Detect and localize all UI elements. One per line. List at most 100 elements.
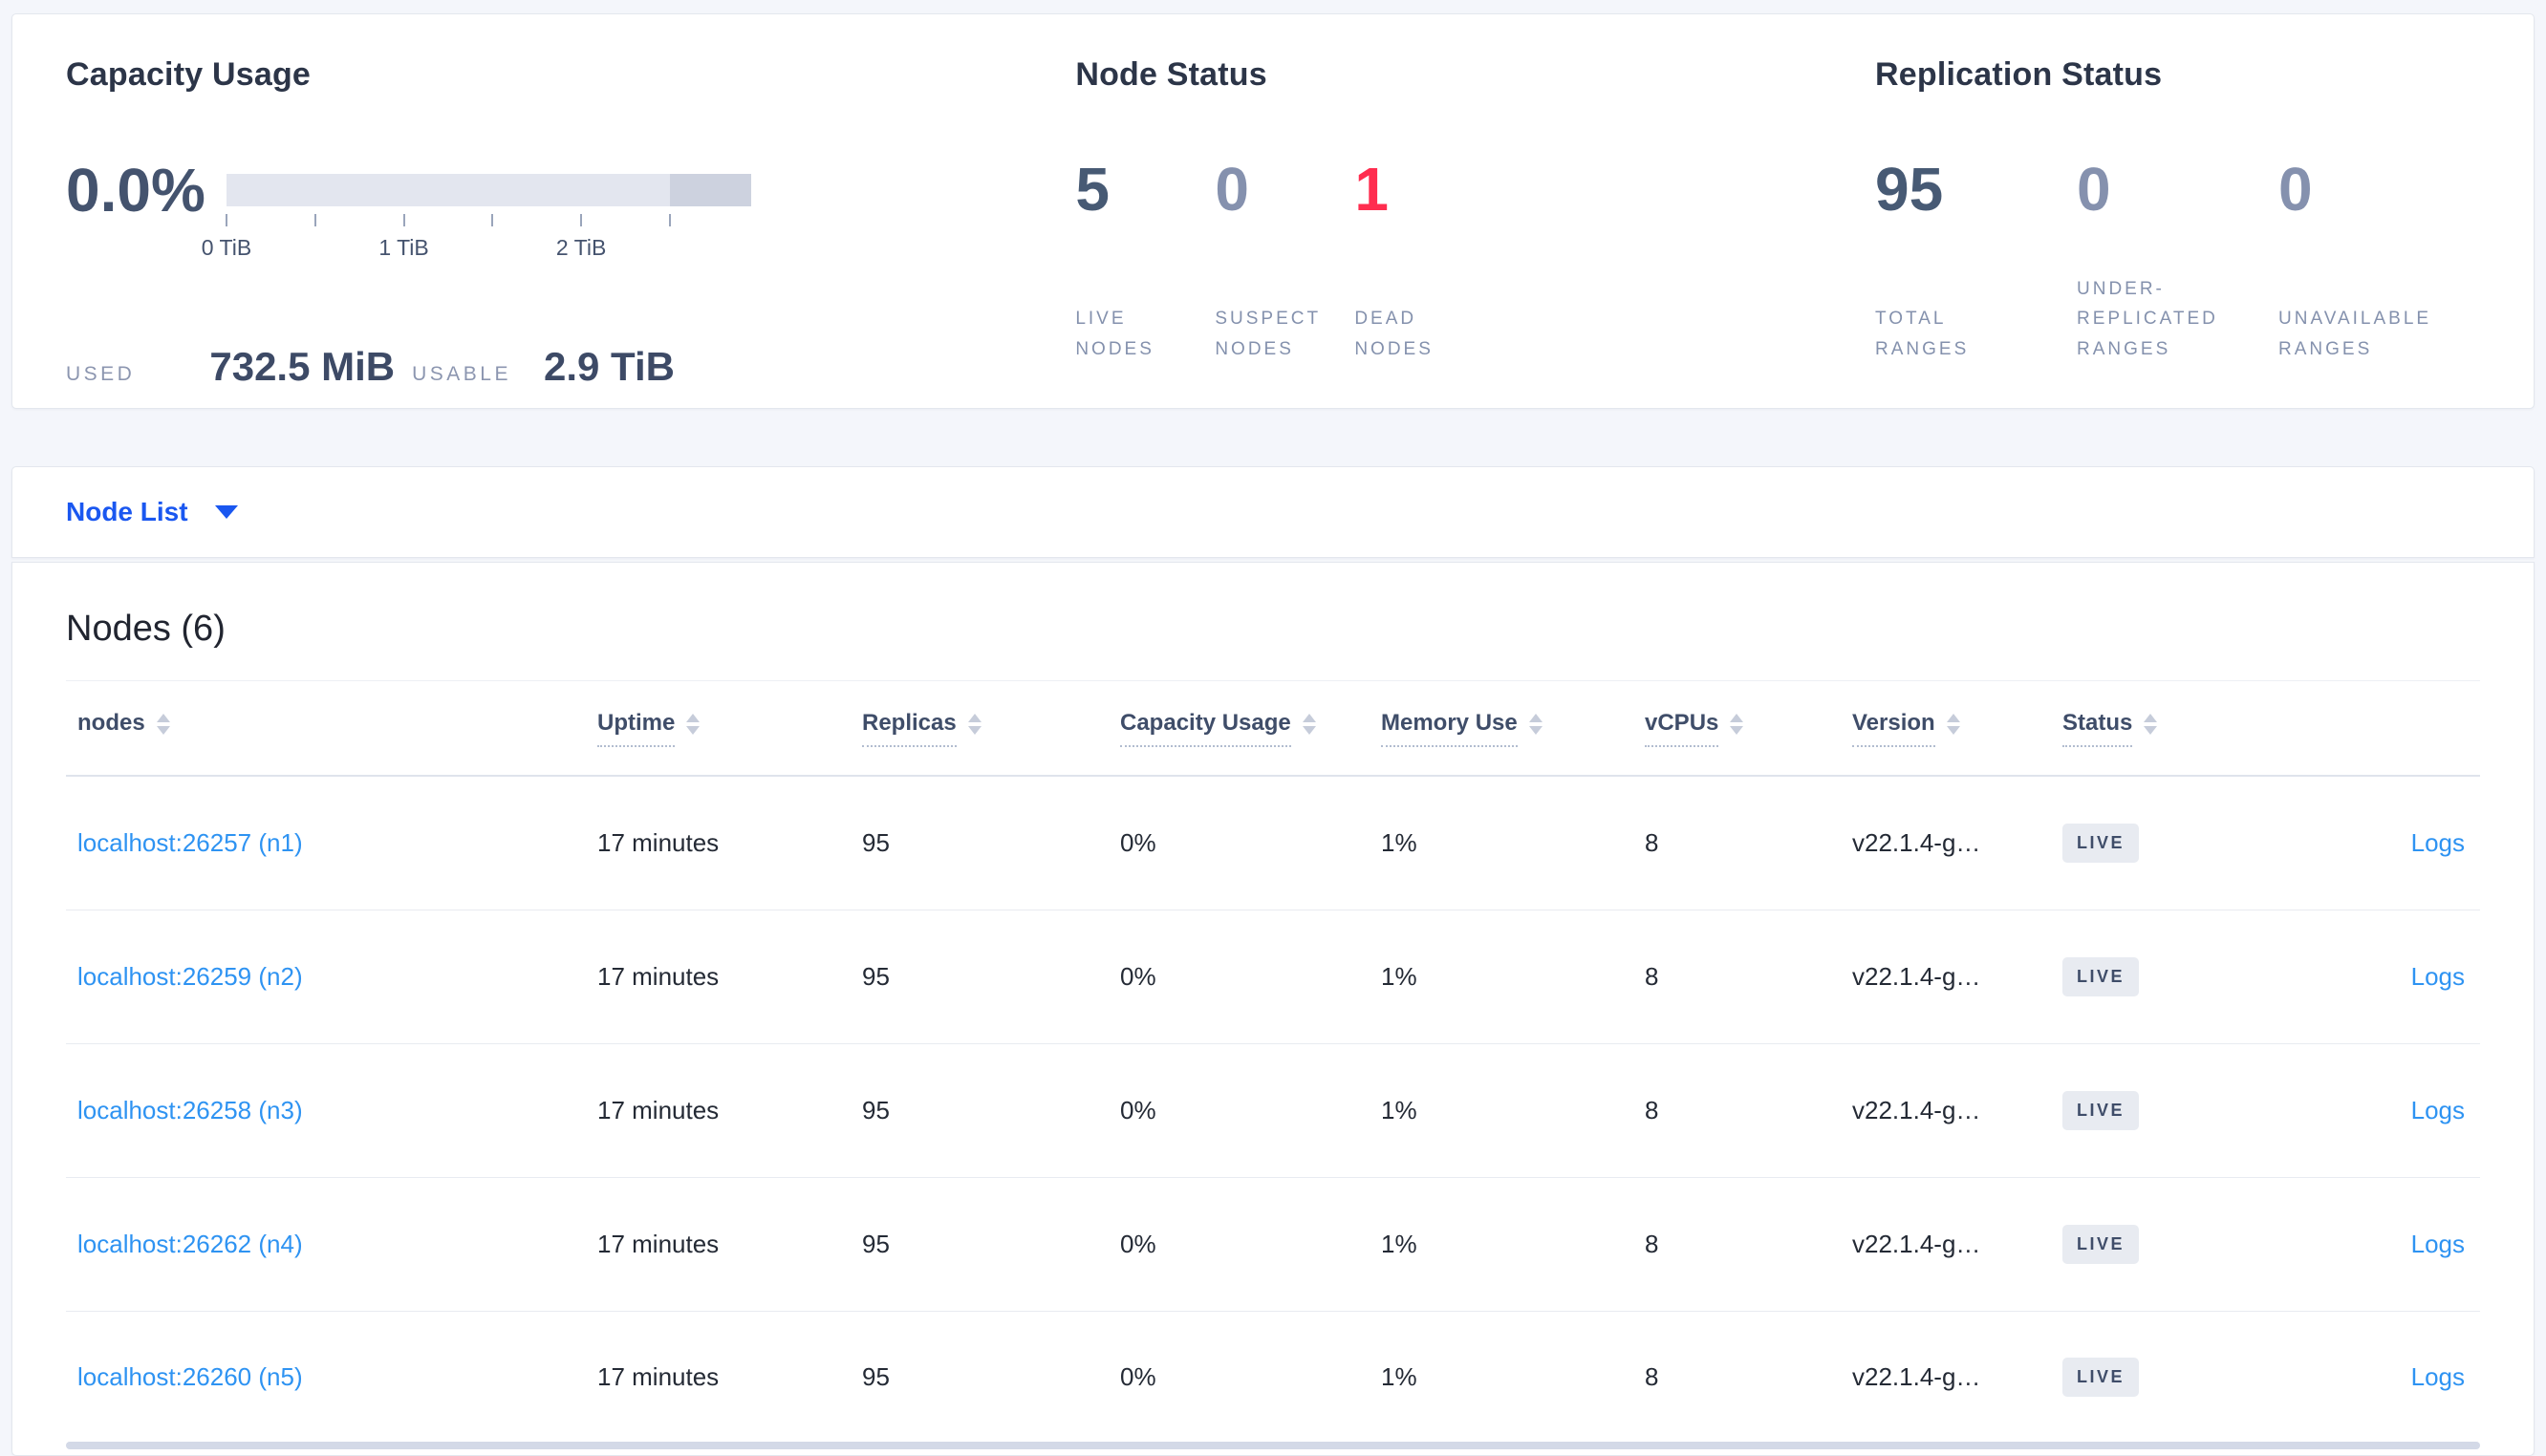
capacity-usage-cell: 0%	[1120, 1096, 1156, 1124]
stat-label: UNDER- REPLICATED RANGES	[2077, 278, 2218, 359]
stat-column: 5 LIVE NODES	[1075, 159, 1199, 364]
axis-tick-label: 1 TiB	[378, 235, 429, 260]
table-row: localhost:26259 (n2) 17 minutes 95 0% 1% 8 v22…	[66, 910, 2480, 1044]
stat-value: 0	[2278, 155, 2313, 224]
capacity-bar-usable-segment	[227, 174, 670, 206]
column-header-label: Version	[1852, 710, 1935, 747]
status-cell: LIVE	[2062, 824, 2301, 863]
version-cell: v22.1.4-g…	[1852, 828, 1981, 857]
table-row: localhost:26262 (n4) 17 minutes 95 0% 1% 8 v22…	[66, 1178, 2480, 1312]
status-badge: LIVE	[2062, 1225, 2140, 1264]
capacity-percent-value: 0.0%	[66, 156, 205, 225]
node-link[interactable]: localhost:26257 (n1)	[77, 828, 303, 857]
column-header-capacity-usage[interactable]: Capacity Usage	[1120, 710, 1381, 747]
column-header-version[interactable]: Version	[1852, 710, 2062, 747]
table-body: localhost:26257 (n1) 17 minutes 95 0% 1% 8 v22…	[66, 777, 2480, 1442]
usable-value: 2.9 TiB	[544, 344, 675, 389]
nodes-heading: Nodes (6)	[66, 609, 226, 649]
stat-value: 95	[1875, 155, 1944, 224]
uptime-cell: 17 minutes	[597, 828, 720, 857]
used-value: 732.5 MiB	[209, 344, 396, 389]
memory-use-cell: 1%	[1381, 1361, 1417, 1391]
vcpus-cell: 8	[1645, 828, 1659, 857]
capacity-bar-chart: 0 TiB 1 TiB 2 TiB	[202, 174, 751, 260]
sort-icon	[156, 714, 170, 735]
node-cell: localhost:26258 (n3)	[66, 1096, 597, 1125]
used-label: USED	[66, 363, 136, 385]
heading-divider	[66, 680, 2480, 681]
sort-icon	[1730, 714, 1744, 735]
column-header-uptime[interactable]: Uptime	[597, 710, 862, 747]
replicas-cell: 95	[862, 962, 890, 991]
column-header-label: Replicas	[862, 710, 957, 747]
status-cell: LIVE	[2062, 1091, 2301, 1130]
capacity-bar-reserved-segment	[669, 174, 751, 206]
memory-use-cell: 1%	[1381, 962, 1417, 991]
uptime-cell: 17 minutes	[597, 962, 720, 991]
logs-link[interactable]: Logs	[2410, 1361, 2465, 1391]
node-status-stats: 5 LIVE NODES 0 SUSPECT NODES 1 DEAD NODES	[1075, 159, 1875, 364]
capacity-gauge: 0.0% 0 TiB 1 TiB 2 TiB	[66, 156, 1075, 260]
axis-tick-mark	[668, 214, 671, 226]
node-link[interactable]: localhost:26260 (n5)	[77, 1361, 303, 1391]
logs-cell: Logs	[2301, 1096, 2480, 1125]
uptime-cell: 17 minutes	[597, 1230, 720, 1258]
logs-cell: Logs	[2301, 828, 2480, 858]
sort-icon	[967, 714, 982, 735]
sort-icon	[1528, 714, 1543, 735]
column-header-nodes[interactable]: nodes	[66, 710, 597, 747]
memory-use-cell: 1%	[1381, 1230, 1417, 1258]
logs-link[interactable]: Logs	[2410, 1096, 2465, 1124]
status-badge: LIVE	[2062, 824, 2140, 863]
vcpus-cell: 8	[1645, 962, 1659, 991]
view-selector-dropdown[interactable]: Node List	[66, 497, 238, 527]
logs-link[interactable]: Logs	[2410, 828, 2465, 857]
node-cell: localhost:26260 (n5)	[66, 1362, 597, 1392]
stat-label: DEAD NODES	[1354, 309, 1434, 359]
column-header-vcpus[interactable]: vCPUs	[1645, 710, 1852, 747]
view-selector-card: Node List	[11, 466, 2535, 558]
node-link[interactable]: localhost:26259 (n2)	[77, 962, 303, 991]
capacity-usage-cell: 0%	[1120, 828, 1156, 857]
node-status-section: Node Status 5 LIVE NODES 0 SUSPECT NODES 1 DE…	[1075, 56, 1875, 364]
column-header-replicas[interactable]: Replicas	[862, 710, 1120, 747]
capacity-usage-title: Capacity Usage	[66, 56, 312, 93]
stat-column: 1 DEAD NODES	[1354, 159, 1478, 364]
chevron-down-icon	[214, 505, 238, 519]
column-header-label: Uptime	[597, 710, 676, 747]
column-header-memory-use[interactable]: Memory Use	[1381, 710, 1645, 747]
node-cell: localhost:26259 (n2)	[66, 962, 597, 992]
logs-link[interactable]: Logs	[2410, 1230, 2465, 1258]
sort-icon	[1946, 714, 1960, 735]
replicas-cell: 95	[862, 828, 890, 857]
axis-tick-mark	[491, 214, 494, 226]
stat-column: 95 TOTAL RANGES	[1875, 159, 2062, 364]
table-row: localhost:26258 (n3) 17 minutes 95 0% 1% 8 v22…	[66, 1044, 2480, 1178]
status-cell: LIVE	[2062, 957, 2301, 996]
capacity-usage-cell: 0%	[1120, 1230, 1156, 1258]
logs-cell: Logs	[2301, 1362, 2480, 1392]
table-row: localhost:26257 (n1) 17 minutes 95 0% 1% 8 v22…	[66, 777, 2480, 910]
stat-column: 0 SUSPECT NODES	[1215, 159, 1339, 364]
logs-link[interactable]: Logs	[2410, 962, 2465, 991]
cluster-summary-card: Capacity Usage 0.0% 0 TiB 1 TiB 2 TiB USED…	[11, 13, 2535, 409]
node-link[interactable]: localhost:26262 (n4)	[77, 1230, 303, 1258]
stat-label: TOTAL RANGES	[1875, 309, 1970, 359]
horizontal-scrollbar[interactable]	[66, 1442, 2480, 1449]
axis-tick-mark	[402, 214, 405, 226]
capacity-usage-cell: 0%	[1120, 1361, 1156, 1391]
capacity-bar	[227, 174, 751, 206]
replicas-cell: 95	[862, 1096, 890, 1124]
status-cell: LIVE	[2062, 1225, 2301, 1264]
node-cell: localhost:26257 (n1)	[66, 828, 597, 858]
replication-status-section: Replication Status 95 TOTAL RANGES 0 UNDER-…	[1875, 56, 2480, 364]
capacity-stats: USED 732.5 MiB USABLE 2.9 TiB	[66, 344, 1075, 390]
column-header-status[interactable]: Status	[2062, 710, 2301, 747]
version-cell: v22.1.4-g…	[1852, 1230, 1981, 1258]
node-status-title: Node Status	[1075, 56, 1267, 93]
node-link[interactable]: localhost:26258 (n3)	[77, 1096, 303, 1124]
replication-status-stats: 95 TOTAL RANGES 0 UNDER- REPLICATED RANGES 0…	[1875, 159, 2480, 364]
status-badge: LIVE	[2062, 1357, 2140, 1397]
capacity-usage-section: Capacity Usage 0.0% 0 TiB 1 TiB 2 TiB USED…	[66, 56, 1075, 389]
status-badge: LIVE	[2062, 1091, 2140, 1130]
